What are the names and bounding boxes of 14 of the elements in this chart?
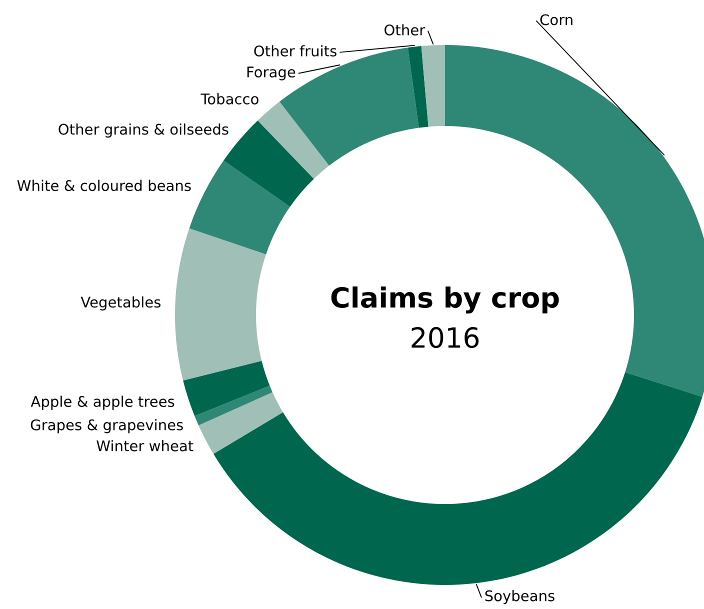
slice-label: Apple & apple trees	[30, 396, 174, 410]
slice-label: Other	[384, 24, 426, 36]
text: Claims by crop	[331, 286, 559, 314]
slice-label: Vegetables	[80, 296, 161, 310]
slice-label: Grapes & grapevines	[30, 419, 183, 434]
slice-label: Corn	[540, 14, 572, 26]
slice-label: Other fruits	[254, 45, 336, 57]
slice-label: White & coloured beans	[17, 180, 191, 192]
slice-label: Winter wheat	[96, 440, 194, 452]
slice-label: Other grains & oilseeds	[58, 124, 228, 138]
slice-label: Tobacco	[200, 93, 258, 104]
slice-label: Soybeans	[485, 590, 554, 604]
text: 2016	[412, 327, 479, 348]
slice-label: Forage	[247, 66, 296, 80]
